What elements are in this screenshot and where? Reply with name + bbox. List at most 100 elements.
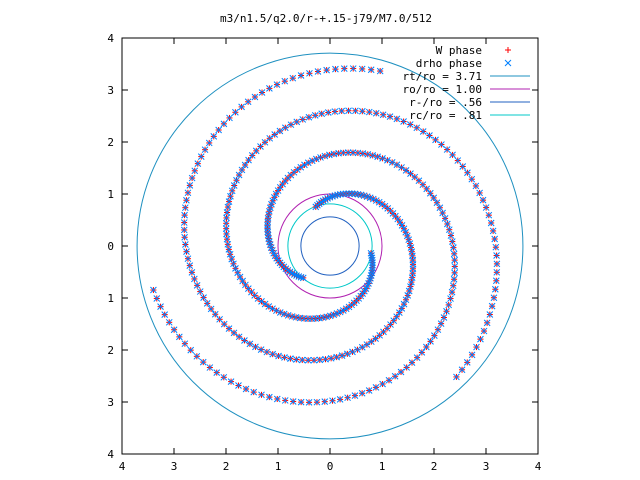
drho-phase-point <box>222 225 230 233</box>
drho-phase-point <box>391 372 399 380</box>
circle-r- <box>300 216 360 276</box>
drho-phase-point <box>376 331 384 339</box>
drho-phase-point <box>418 349 426 356</box>
legend-label: r-/ro = .56 <box>409 96 482 109</box>
x-tick-label: 0 <box>327 460 334 473</box>
drho-phase-point <box>293 118 301 126</box>
drho-phase-point <box>299 274 307 282</box>
drho-phase-point <box>491 285 499 293</box>
drho-phase-point <box>433 199 441 207</box>
drho-phase-point <box>230 260 237 268</box>
drho-phase-point <box>301 161 308 169</box>
drho-phase-point <box>379 154 386 162</box>
drho-phase-point <box>276 127 284 135</box>
drho-phase-point <box>388 159 396 166</box>
drho-phase-point <box>344 149 352 156</box>
drho-phase-point <box>493 260 501 268</box>
drho-phase-point <box>454 157 462 164</box>
drho-phase-point <box>338 107 346 115</box>
drho-phase-point <box>270 193 278 201</box>
drho-phase-point <box>263 348 271 356</box>
drho-phase-point <box>448 288 456 296</box>
drho-phase-point <box>161 311 169 318</box>
drho-phase-point <box>337 190 344 198</box>
y-tick-label: 3 <box>107 396 114 409</box>
drho-phase-point <box>398 222 406 229</box>
drho-phase-point <box>488 302 496 310</box>
drho-phase-point <box>318 110 326 118</box>
drho-phase-point <box>398 305 406 312</box>
x-tick-label: 2 <box>431 460 438 473</box>
drho-phase-point <box>369 259 376 267</box>
drho-phase-point <box>258 89 266 96</box>
drho-phase-point <box>298 356 306 364</box>
drho-phase-point <box>305 113 313 121</box>
drho-phase-point <box>295 273 303 280</box>
drho-phase-point <box>450 275 458 283</box>
drho-phase-point <box>321 398 329 406</box>
drho-phase-point <box>223 214 230 222</box>
drho-phase-point <box>175 333 183 341</box>
drho-phase-point <box>351 392 359 399</box>
drho-phase-point <box>345 107 352 115</box>
drho-phase-point <box>402 296 410 304</box>
drho-phase-point <box>447 295 454 302</box>
drho-phase-point <box>364 150 372 158</box>
drho-phase-point <box>342 190 350 198</box>
drho-phase-point <box>246 340 254 348</box>
drho-phase-point <box>241 337 248 344</box>
data-points <box>150 65 501 406</box>
drho-phase-point <box>232 265 239 272</box>
drho-phase-point <box>186 262 194 269</box>
drho-phase-point <box>468 351 476 359</box>
drho-phase-point <box>473 343 480 351</box>
drho-phase-point <box>201 146 209 154</box>
legend-swatch <box>504 59 512 67</box>
drho-phase-point <box>220 120 228 128</box>
drho-phase-point <box>206 364 214 371</box>
circle-ro <box>277 193 383 299</box>
drho-phase-point <box>269 197 277 205</box>
drho-phase-point <box>317 154 324 161</box>
drho-phase-point <box>150 286 157 294</box>
drho-phase-point <box>235 382 242 389</box>
drho-phase-point <box>485 211 493 219</box>
drho-phase-point <box>450 250 458 258</box>
drho-phase-point <box>333 353 341 361</box>
drho-phase-point <box>385 376 393 384</box>
drho-phase-point <box>170 326 178 334</box>
drho-phase-point <box>181 211 188 219</box>
legend-swatch <box>505 47 511 53</box>
drho-phase-point <box>244 285 252 292</box>
drho-phase-point <box>451 263 459 270</box>
drho-phase-point <box>443 146 451 153</box>
drho-phase-point <box>448 238 456 245</box>
drho-phase-point <box>304 356 312 364</box>
drho-phase-point <box>400 300 408 308</box>
drho-phase-point <box>441 215 449 222</box>
drho-phase-point <box>322 355 329 363</box>
drho-phase-point <box>458 366 466 374</box>
drho-phase-point <box>480 327 488 335</box>
drho-phase-point <box>367 66 375 74</box>
drho-phase-point <box>343 350 351 358</box>
drho-phase-point <box>207 305 215 313</box>
drho-phase-point <box>407 170 414 177</box>
drho-phase-point <box>365 387 373 394</box>
drho-phase-point <box>482 204 490 211</box>
drho-phase-point <box>210 133 218 140</box>
drho-phase-point <box>289 398 297 405</box>
x-tick-label: 1 <box>275 460 282 473</box>
drho-phase-point <box>273 81 281 88</box>
drho-phase-point <box>305 399 313 406</box>
drho-phase-point <box>358 389 366 397</box>
drho-phase-point <box>468 175 476 183</box>
drho-phase-point <box>407 244 415 251</box>
drho-phase-point <box>306 69 313 77</box>
drho-phase-point <box>297 72 305 79</box>
drho-phase-point <box>187 346 195 354</box>
drho-phase-point <box>378 200 386 208</box>
drho-phase-point <box>205 139 213 147</box>
drho-phase-point <box>226 114 233 122</box>
